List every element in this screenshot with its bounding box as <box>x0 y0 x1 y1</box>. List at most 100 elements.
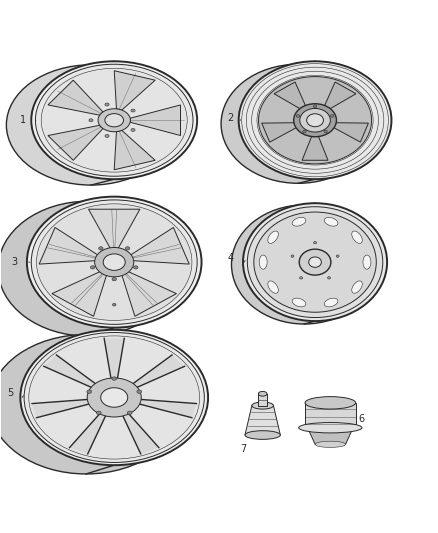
Ellipse shape <box>137 390 141 393</box>
Polygon shape <box>48 125 103 160</box>
Polygon shape <box>307 427 353 445</box>
Ellipse shape <box>303 130 306 133</box>
Text: 5: 5 <box>7 388 14 398</box>
Polygon shape <box>245 406 280 435</box>
Polygon shape <box>274 82 307 110</box>
Ellipse shape <box>352 281 362 293</box>
Text: 1: 1 <box>20 115 26 125</box>
Ellipse shape <box>307 114 323 127</box>
Polygon shape <box>332 123 368 142</box>
Ellipse shape <box>324 130 327 133</box>
Ellipse shape <box>252 402 273 409</box>
Ellipse shape <box>324 217 338 226</box>
Ellipse shape <box>363 255 371 269</box>
Ellipse shape <box>254 212 376 312</box>
Ellipse shape <box>331 115 334 117</box>
Ellipse shape <box>232 205 377 324</box>
Ellipse shape <box>352 231 362 244</box>
Ellipse shape <box>87 390 92 393</box>
Polygon shape <box>114 131 155 169</box>
Ellipse shape <box>41 68 187 172</box>
Ellipse shape <box>105 103 109 106</box>
Ellipse shape <box>324 298 338 307</box>
Text: 2: 2 <box>228 113 234 123</box>
Ellipse shape <box>112 377 117 380</box>
Polygon shape <box>48 80 103 115</box>
Ellipse shape <box>31 200 197 325</box>
Ellipse shape <box>328 277 330 279</box>
Ellipse shape <box>259 255 267 269</box>
Ellipse shape <box>268 281 278 293</box>
Polygon shape <box>130 105 180 135</box>
Ellipse shape <box>268 231 278 244</box>
Ellipse shape <box>305 397 356 409</box>
Polygon shape <box>39 228 99 264</box>
Ellipse shape <box>291 255 294 257</box>
Ellipse shape <box>105 114 124 127</box>
Ellipse shape <box>313 105 317 108</box>
Ellipse shape <box>309 257 321 268</box>
Polygon shape <box>121 411 159 454</box>
Ellipse shape <box>113 303 116 306</box>
Polygon shape <box>52 271 107 316</box>
Ellipse shape <box>296 115 300 117</box>
Ellipse shape <box>105 134 109 138</box>
Polygon shape <box>129 228 189 264</box>
Polygon shape <box>130 355 184 389</box>
Ellipse shape <box>0 335 183 474</box>
Ellipse shape <box>300 277 303 279</box>
Ellipse shape <box>125 247 130 250</box>
Ellipse shape <box>36 204 192 320</box>
Ellipse shape <box>221 64 375 183</box>
Polygon shape <box>114 71 155 110</box>
Ellipse shape <box>292 298 306 307</box>
Polygon shape <box>88 209 140 249</box>
Ellipse shape <box>293 104 336 137</box>
Ellipse shape <box>247 207 383 318</box>
Text: 3: 3 <box>12 257 18 267</box>
Ellipse shape <box>127 411 132 415</box>
Ellipse shape <box>98 109 131 132</box>
Ellipse shape <box>299 249 331 275</box>
Ellipse shape <box>29 336 200 459</box>
Ellipse shape <box>31 61 197 179</box>
Ellipse shape <box>27 197 201 328</box>
Polygon shape <box>261 123 299 142</box>
Polygon shape <box>135 399 196 418</box>
Text: 7: 7 <box>240 444 246 454</box>
Ellipse shape <box>131 128 135 132</box>
Ellipse shape <box>24 333 205 463</box>
Ellipse shape <box>103 254 125 270</box>
Ellipse shape <box>292 217 306 226</box>
Ellipse shape <box>99 247 103 250</box>
Ellipse shape <box>336 255 339 257</box>
Ellipse shape <box>96 411 101 415</box>
Ellipse shape <box>95 247 134 277</box>
Ellipse shape <box>90 266 95 269</box>
Polygon shape <box>302 134 328 160</box>
Polygon shape <box>70 411 107 454</box>
Ellipse shape <box>101 387 128 407</box>
Polygon shape <box>324 82 356 110</box>
Polygon shape <box>44 355 99 389</box>
Ellipse shape <box>134 266 138 269</box>
Ellipse shape <box>89 119 93 122</box>
Bar <box>258 394 267 406</box>
Ellipse shape <box>258 391 267 396</box>
Text: 6: 6 <box>359 414 365 424</box>
Ellipse shape <box>300 108 330 132</box>
Ellipse shape <box>0 201 178 336</box>
Ellipse shape <box>112 278 117 281</box>
Ellipse shape <box>245 431 280 439</box>
Ellipse shape <box>131 109 135 112</box>
Ellipse shape <box>87 378 141 417</box>
Polygon shape <box>104 338 124 382</box>
Ellipse shape <box>299 423 362 433</box>
Ellipse shape <box>35 64 193 176</box>
Ellipse shape <box>314 241 317 244</box>
Ellipse shape <box>315 441 346 447</box>
Ellipse shape <box>20 330 208 465</box>
Ellipse shape <box>7 65 176 185</box>
Polygon shape <box>32 399 93 418</box>
Ellipse shape <box>258 77 371 164</box>
